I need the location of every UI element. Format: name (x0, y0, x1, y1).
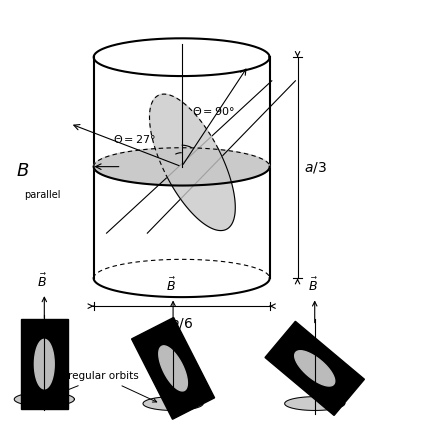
Polygon shape (295, 351, 335, 386)
Polygon shape (21, 319, 68, 409)
Text: regular orbits: regular orbits (68, 371, 139, 381)
Text: $a/6$: $a/6$ (170, 316, 193, 330)
Text: $a/3$: $a/3$ (304, 160, 327, 175)
Polygon shape (265, 321, 365, 416)
Text: $B$: $B$ (16, 162, 30, 180)
Ellipse shape (94, 148, 270, 185)
Text: parallel: parallel (24, 190, 60, 200)
Text: $\vec{B}$: $\vec{B}$ (308, 277, 318, 294)
Text: $\vec{B}$: $\vec{B}$ (166, 277, 176, 294)
Polygon shape (143, 397, 203, 410)
Polygon shape (149, 94, 235, 231)
Polygon shape (159, 346, 187, 391)
Polygon shape (35, 339, 54, 389)
Text: $\vec{B}$: $\vec{B}$ (37, 273, 47, 290)
Polygon shape (14, 392, 74, 406)
Text: $\Theta = 90°$: $\Theta = 90°$ (192, 105, 235, 117)
Text: $\Theta = 27°$: $\Theta = 27°$ (113, 133, 156, 145)
Polygon shape (132, 318, 215, 419)
Polygon shape (285, 397, 345, 410)
